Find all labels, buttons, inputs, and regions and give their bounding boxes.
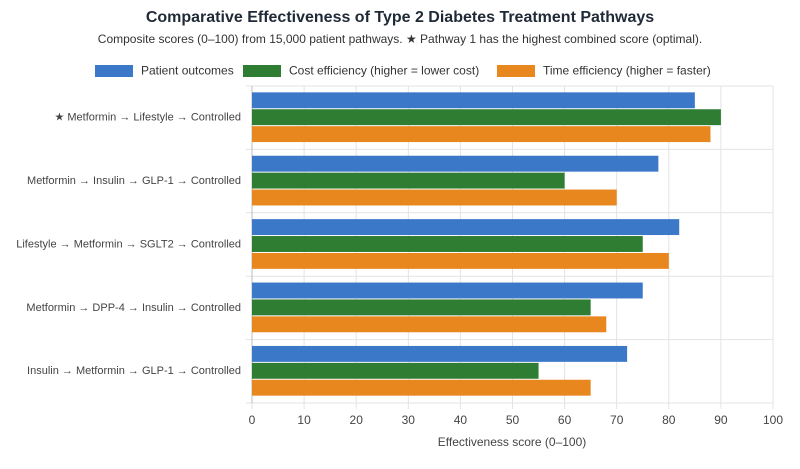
legend-swatch: [95, 65, 133, 77]
x-tick-label: 10: [297, 413, 311, 427]
bar: [252, 362, 539, 379]
x-tick-label: 60: [558, 413, 572, 427]
bar: [252, 379, 591, 396]
bar: [252, 92, 695, 109]
x-tick-label: 50: [506, 413, 520, 427]
x-tick-label: 100: [763, 413, 783, 427]
bar: [252, 252, 669, 269]
legend-label: Time efficiency (higher = faster): [543, 64, 711, 78]
bar: [252, 299, 591, 316]
y-tick-label: Metformin → DPP-4 → Insulin → Controlled: [26, 302, 241, 314]
bar: [252, 172, 565, 189]
bar: [252, 189, 617, 206]
chart-subtitle: Composite scores (0–100) from 15,000 pat…: [98, 32, 702, 46]
x-tick-label: 30: [402, 413, 416, 427]
bar: [252, 155, 659, 172]
legend-swatch: [243, 65, 281, 77]
y-tick-label: ★ Metformin → Lifestyle → Controlled: [54, 112, 241, 124]
bar: [252, 316, 607, 333]
bar: [252, 345, 628, 362]
bar: [252, 236, 643, 252]
bar: [252, 282, 643, 299]
x-tick-label: 0: [249, 413, 256, 427]
y-tick-label: Insulin → Metformin → GLP-1 → Controlled: [27, 365, 241, 377]
bar: [252, 126, 711, 143]
x-tick-label: 40: [454, 413, 468, 427]
x-tick-label: 70: [610, 413, 624, 427]
y-tick-label: Metformin → Insulin → GLP-1 → Controlled: [27, 175, 241, 187]
legend-label: Patient outcomes: [141, 64, 234, 78]
bar: [252, 219, 680, 236]
legend-label: Cost efficiency (higher = lower cost): [289, 64, 479, 78]
legend-swatch: [497, 65, 535, 77]
x-tick-label: 80: [662, 413, 676, 427]
y-tick-label: Lifestyle → Metformin → SGLT2 → Controll…: [16, 238, 241, 250]
x-tick-label: 20: [350, 413, 364, 427]
bar: [252, 109, 721, 126]
x-tick-label: 90: [714, 413, 728, 427]
x-axis-label: Effectiveness score (0–100): [438, 435, 587, 449]
chart-title: Comparative Effectiveness of Type 2 Diab…: [146, 9, 654, 26]
